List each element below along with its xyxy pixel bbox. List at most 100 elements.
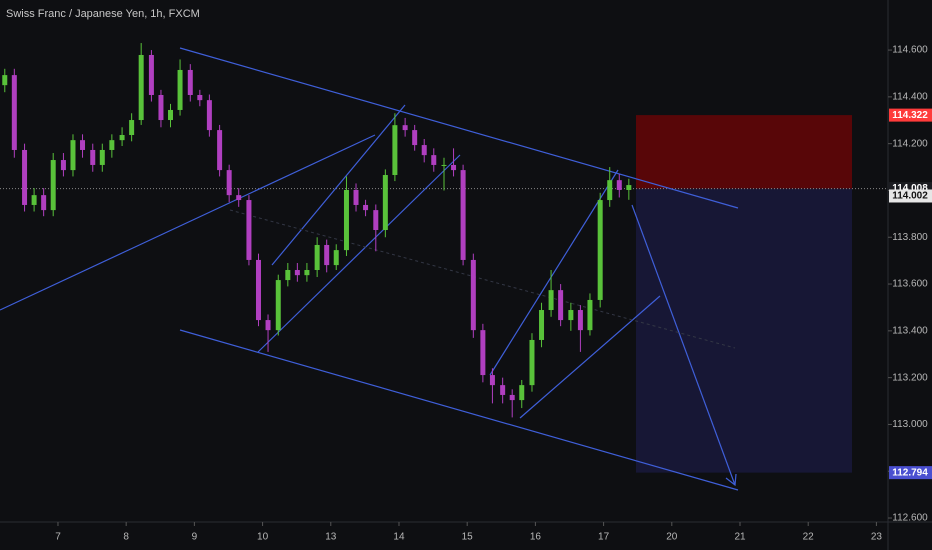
x-tick-label: 20 — [666, 532, 678, 543]
profit-box — [636, 115, 852, 189]
trend-line — [179, 329, 739, 491]
y-tick-label: 114.400 — [892, 92, 928, 103]
candle-body — [333, 250, 339, 266]
y-tick-label: 113.000 — [892, 419, 928, 430]
y-tick-label: 113.200 — [892, 372, 928, 383]
candle-body — [519, 385, 525, 401]
candle-body — [597, 200, 603, 300]
candle-body — [22, 149, 28, 205]
candle-body — [616, 180, 622, 190]
candle-body — [246, 200, 252, 260]
candle-body — [324, 244, 330, 266]
candle-body — [265, 320, 271, 331]
price-label: 114.002 — [892, 191, 928, 202]
candle-body — [314, 244, 320, 271]
candle-body — [60, 160, 66, 171]
candle-body — [421, 145, 427, 156]
candle-body — [607, 180, 613, 201]
trend-line — [489, 169, 619, 376]
candle-body — [148, 54, 154, 95]
candle-body — [129, 120, 135, 136]
candle-body — [441, 164, 447, 166]
x-tick-label: 16 — [530, 532, 542, 543]
candle-body — [294, 270, 300, 276]
x-tick-label: 9 — [192, 532, 198, 543]
price-label: 114.322 — [892, 110, 928, 121]
candle-body — [41, 195, 47, 211]
y-tick-label: 113.400 — [892, 325, 928, 336]
trend-line — [257, 154, 461, 353]
candle-body — [353, 189, 359, 205]
candle-body — [236, 195, 242, 201]
candle-body — [70, 140, 76, 171]
price-axis — [888, 0, 932, 550]
chart-title: Swiss Franc / Japanese Yen, 1h, FXCM — [6, 8, 200, 20]
candle-body — [529, 339, 535, 386]
drawings — [0, 47, 739, 491]
trend-line — [179, 47, 739, 209]
y-tick-label: 114.600 — [892, 45, 928, 56]
trend-line — [271, 104, 406, 266]
candle-body — [539, 310, 545, 340]
candle-body — [50, 160, 56, 211]
candle-body — [80, 140, 86, 150]
x-tick-label: 15 — [462, 532, 474, 543]
candle-body — [168, 109, 174, 121]
y-tick-label: 113.800 — [892, 232, 928, 243]
candle-body — [217, 130, 223, 171]
candle-body — [31, 195, 37, 205]
arrow-head — [725, 473, 737, 487]
candle-body — [412, 130, 418, 146]
candle-body — [177, 69, 183, 110]
candles — [2, 43, 632, 418]
candle-body — [431, 155, 437, 165]
candle-body — [548, 290, 554, 311]
loss-box — [636, 188, 852, 473]
y-tick-label: 112.600 — [892, 513, 928, 524]
y-tick-label: 113.600 — [892, 279, 928, 290]
candle-body — [451, 164, 457, 171]
x-tick-label: 13 — [325, 532, 337, 543]
candle-body — [2, 75, 8, 86]
candle-body — [158, 94, 164, 121]
trend-line — [0, 134, 376, 311]
candle-body — [382, 175, 388, 230]
price-label-box — [889, 466, 932, 480]
x-tick-label: 22 — [803, 532, 815, 543]
candle-body — [226, 170, 232, 196]
candle-body — [470, 259, 476, 331]
x-tick-label: 21 — [734, 532, 746, 543]
candle-body — [392, 125, 398, 176]
x-tick-label: 23 — [871, 532, 883, 543]
candle-body — [587, 299, 593, 331]
x-tick-label: 10 — [257, 532, 269, 543]
candle-body — [206, 100, 212, 131]
candle-body — [558, 290, 564, 321]
candle-body — [343, 189, 349, 251]
candle-body — [568, 310, 574, 321]
candle-body — [363, 204, 369, 211]
candle-body — [275, 280, 281, 331]
x-tick-label: 14 — [393, 532, 405, 543]
candle-body — [90, 149, 96, 165]
candle-body — [197, 94, 203, 101]
candle-body — [500, 385, 506, 395]
candle-body — [460, 170, 466, 260]
candle-body — [187, 69, 193, 95]
candle-body — [304, 270, 310, 276]
candle-body — [402, 125, 408, 131]
price-label: 112.794 — [892, 467, 928, 478]
x-tick-label: 8 — [123, 532, 129, 543]
candle-body — [373, 210, 379, 230]
candle-body — [489, 375, 495, 386]
candle-body — [11, 75, 17, 150]
y-tick-label: 114.200 — [892, 138, 928, 149]
price-label-box — [889, 189, 932, 203]
candle-body — [577, 310, 583, 331]
price-label-box — [889, 108, 932, 122]
candle-body — [255, 259, 261, 321]
candle-body — [509, 394, 515, 401]
candle-body — [480, 330, 486, 376]
